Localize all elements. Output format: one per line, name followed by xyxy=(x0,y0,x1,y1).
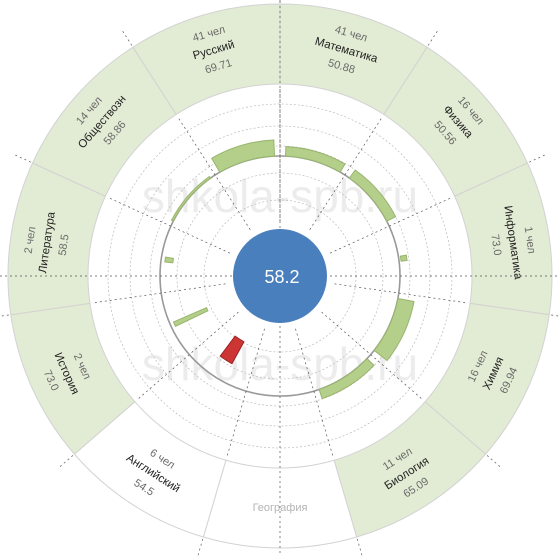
score-bar-7 xyxy=(172,307,209,328)
score-bar-3 xyxy=(399,254,408,262)
axis-line-outer-5 xyxy=(486,455,503,469)
axis-line-outer-4 xyxy=(551,314,560,317)
axis-line-outer-3 xyxy=(529,153,548,163)
score-bar-5 xyxy=(318,357,375,400)
axis-line-outer-6 xyxy=(356,538,364,559)
axis-line-outer-7 xyxy=(196,538,204,559)
axis-line-outer-11 xyxy=(120,28,133,46)
score-bar-2 xyxy=(348,169,397,222)
segment-score-3: 73.0 xyxy=(488,234,503,257)
score-bar-9 xyxy=(170,175,212,222)
axis-line-outer-10 xyxy=(12,153,31,163)
axis-line-inner-9 xyxy=(91,283,226,304)
score-bars xyxy=(164,139,415,400)
segment-count-3: 1 чел xyxy=(522,226,538,255)
axis-line-outer-9 xyxy=(0,314,9,317)
score-bar-6 xyxy=(219,335,245,365)
score-bar-8 xyxy=(164,256,175,264)
axis-line-outer-2 xyxy=(427,28,440,46)
outer-ring-segments xyxy=(7,3,553,549)
ring-segment-11 xyxy=(132,3,281,116)
score-bar-4 xyxy=(373,297,415,362)
center-average-value: 58.2 xyxy=(264,267,299,287)
center-average-circle xyxy=(233,229,327,323)
score-bar-1 xyxy=(284,146,346,173)
segment-score-9: 58.5 xyxy=(57,234,72,257)
segment-subject-6: География xyxy=(253,502,308,514)
center-group: 58.2 xyxy=(233,229,327,323)
segment-count-9: 2 чел xyxy=(23,226,39,255)
axis-line-outer-8 xyxy=(57,455,74,469)
score-bar-10 xyxy=(211,139,276,173)
